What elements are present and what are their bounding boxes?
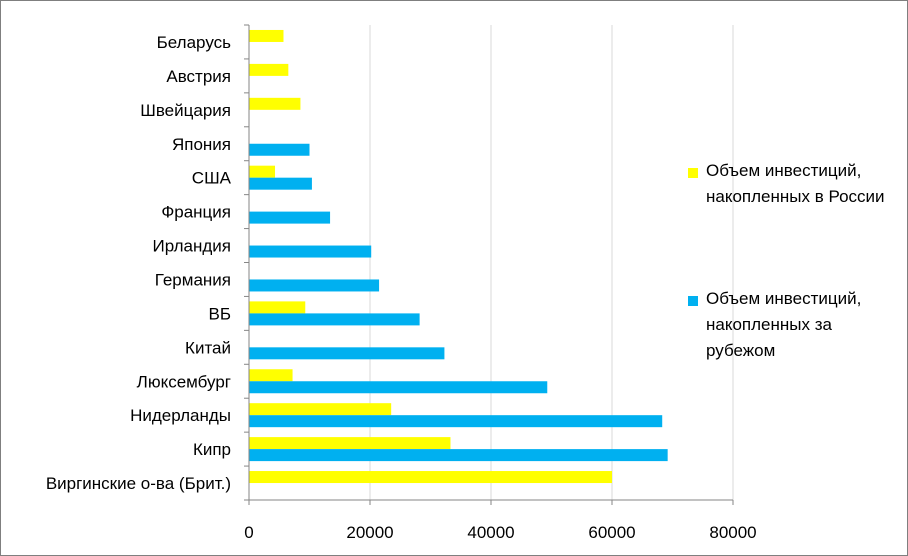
bar-russia — [249, 165, 276, 178]
legend-swatch-abroad — [688, 296, 698, 306]
x-tick-label: 60000 — [588, 523, 635, 542]
legend-item-abroad: Объем инвестиций, накопленных за рубежом — [688, 286, 898, 364]
bar-russia — [249, 437, 451, 450]
category-label: Япония — [172, 135, 231, 154]
axis-labels: 0 20000 40000 60000 80000 Беларусь Австрия Швей… — [46, 33, 757, 542]
category-label: Китай — [185, 338, 231, 357]
legend-item-russia: Объем инвестиций, накопленных в России — [688, 158, 898, 210]
gridlines — [369, 25, 734, 500]
category-label: Кипр — [193, 440, 231, 459]
bar-russia — [249, 369, 293, 382]
category-label: Швейцария — [140, 101, 231, 120]
x-tick-label: 0 — [244, 523, 253, 542]
bar-abroad — [249, 279, 380, 292]
bar-abroad — [249, 313, 420, 326]
legend-label-russia: Объем инвестиций, накопленных в России — [706, 161, 885, 206]
category-label: Ирландия — [153, 237, 231, 256]
category-label: Беларусь — [157, 33, 231, 52]
bar-russia — [249, 471, 612, 484]
category-label: США — [192, 169, 232, 188]
bar-abroad — [249, 211, 331, 224]
bar-abroad — [249, 381, 548, 394]
category-label: Виргинские о-ва (Брит.) — [46, 474, 231, 493]
bar-abroad — [249, 143, 310, 156]
axes — [244, 24, 734, 505]
legend-label-abroad: Объем инвестиций, накопленных за рубежом — [706, 289, 862, 360]
category-label: Нидерланды — [130, 406, 231, 425]
category-label: Германия — [155, 270, 231, 289]
bar-russia — [249, 97, 301, 110]
legend-swatch-russia — [688, 168, 698, 178]
x-tick-label: 40000 — [467, 523, 514, 542]
bar-russia — [249, 301, 306, 314]
bar-russia — [249, 63, 289, 76]
x-tick-label: 80000 — [709, 523, 756, 542]
bar-abroad — [249, 449, 668, 462]
category-label: Франция — [161, 203, 231, 222]
legend: Объем инвестиций, накопленных в России О… — [688, 158, 898, 364]
category-label: Люксембург — [137, 372, 231, 391]
bar-abroad — [249, 177, 312, 190]
category-label: ВБ — [209, 304, 232, 323]
category-label: Австрия — [166, 67, 231, 86]
bar-abroad — [249, 347, 445, 360]
x-tick-label: 20000 — [346, 523, 393, 542]
bar-russia — [249, 403, 392, 416]
bar-abroad — [249, 415, 663, 428]
bar-russia — [249, 29, 284, 42]
bar-abroad — [249, 245, 372, 258]
bars — [249, 29, 668, 484]
